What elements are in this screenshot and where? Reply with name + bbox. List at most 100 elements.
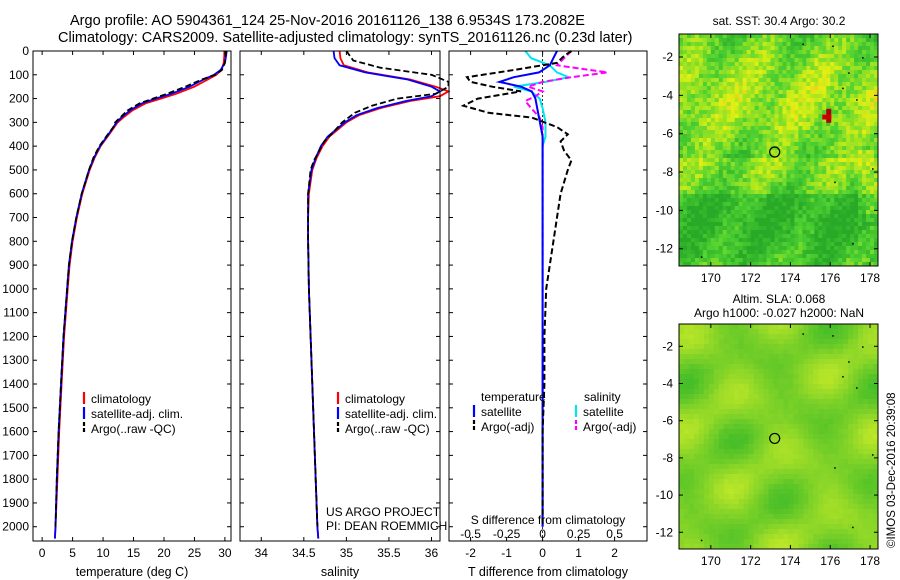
sst-map-cell <box>758 102 763 107</box>
sla-map-cell <box>693 544 700 550</box>
sst-map-cell <box>810 74 815 79</box>
sla-map-cell <box>828 329 834 335</box>
sst-map-cell <box>806 118 811 123</box>
sst-map-cell <box>714 102 720 107</box>
sla-map-cell <box>838 429 844 435</box>
sst-map-cell <box>702 210 708 215</box>
sst-map-cell <box>826 238 831 243</box>
sst-map-cell <box>866 74 871 79</box>
sla-map-cell <box>758 534 764 540</box>
sla-map-cell <box>693 439 700 445</box>
sst-map-cell <box>838 238 843 243</box>
sla-map-cell <box>728 404 735 410</box>
salinity-tick-label: 34.5 <box>292 546 316 560</box>
sst-map-cell <box>734 46 740 51</box>
sst-map-cell <box>846 218 851 223</box>
sla-map-cell <box>798 344 804 350</box>
sst-map-cell <box>706 138 712 143</box>
sst-map-cell <box>790 114 795 119</box>
sst-map-cell <box>854 182 859 187</box>
sst-map-cell <box>679 198 684 203</box>
sla-map-cell <box>728 434 735 440</box>
sla-map-cell <box>808 499 814 505</box>
sla-map-cell <box>723 454 730 460</box>
sst-map-cell <box>834 150 839 155</box>
sla-map-cell <box>758 434 764 440</box>
sst-map-cell <box>782 130 787 135</box>
sst-map-cell <box>714 150 720 155</box>
sla-map-cell <box>853 349 859 355</box>
sst-map-cell <box>778 166 783 171</box>
sst-map-cell <box>838 74 843 79</box>
sla-map-cell <box>838 504 844 510</box>
sla-map-cell <box>718 509 725 515</box>
sst-map-cell <box>846 134 851 139</box>
sla-map-cell <box>868 459 874 465</box>
sla-map-cell <box>858 509 864 515</box>
sla-map-cell <box>818 544 824 550</box>
sla-map-cell <box>713 464 720 470</box>
sst-map-cell <box>702 214 708 219</box>
sst-map-cell <box>730 218 736 223</box>
sst-map-cell <box>766 226 771 231</box>
sla-map-cell <box>693 399 700 405</box>
sst-map-cell <box>790 90 795 95</box>
sst-map-cell <box>690 142 696 147</box>
sst-map-cell <box>770 62 775 67</box>
difference-salinity-argo-adj <box>523 50 608 527</box>
sst-map-cell <box>834 242 839 247</box>
sst-map-cell <box>762 86 767 91</box>
sst-map-cell <box>858 70 863 75</box>
sst-map-cell <box>682 222 688 227</box>
sst-map-cell <box>790 118 795 123</box>
sla-map-cell <box>848 439 854 445</box>
sst-map-cell <box>826 190 831 195</box>
sst-map-cell <box>790 78 795 83</box>
sst-map-cell <box>762 74 767 79</box>
sla-map-cell <box>763 479 769 485</box>
sst-map-cell <box>838 162 843 167</box>
sst-map-cell <box>806 174 811 179</box>
sst-map-cell <box>786 98 791 103</box>
sst-map-cell <box>858 146 863 151</box>
sla-map-cell <box>718 529 725 535</box>
sst-map-cell <box>710 126 716 131</box>
sst-map-cell <box>810 98 815 103</box>
sla-map-cell <box>723 384 730 390</box>
sst-map-cell <box>806 198 811 203</box>
sla-map-cell <box>793 529 799 535</box>
sst-map-cell <box>814 226 819 231</box>
sla-map-cell <box>803 539 809 545</box>
sst-map-cell <box>722 86 728 91</box>
sla-map-cell <box>708 439 715 445</box>
sst-map-cell <box>798 98 803 103</box>
sla-map-cell <box>833 404 839 410</box>
sla-map-cell <box>763 399 769 405</box>
sla-map-cell <box>823 469 829 475</box>
sst-map-cell <box>802 46 807 51</box>
sst-map-cell <box>679 90 684 95</box>
sst-map-cell <box>790 226 795 231</box>
sst-map-cell <box>734 74 740 79</box>
sla-map-cell <box>688 454 695 460</box>
sla-map-cell <box>758 514 764 520</box>
sst-map-cell <box>802 66 807 71</box>
sla-map-cell <box>683 499 690 505</box>
sst-map-cell <box>750 258 756 263</box>
sst-map-cell <box>830 238 835 243</box>
sst-map-cell <box>858 90 863 95</box>
sst-map-cell <box>718 142 724 147</box>
sla-map-cell <box>863 494 869 500</box>
sst-map-cell <box>838 174 843 179</box>
sla-map-cell <box>708 429 715 435</box>
sla-map-cell <box>733 429 740 435</box>
sst-map-cell <box>734 206 740 211</box>
sst-map-cell <box>858 242 863 247</box>
sst-map-cell <box>794 166 799 171</box>
sla-map-cell <box>753 489 760 495</box>
sst-map-cell <box>830 58 835 63</box>
sst-map-cell <box>734 102 740 107</box>
sst-map-cell <box>746 90 752 95</box>
sst-map-cell <box>722 206 728 211</box>
sst-map-cell <box>834 122 839 127</box>
